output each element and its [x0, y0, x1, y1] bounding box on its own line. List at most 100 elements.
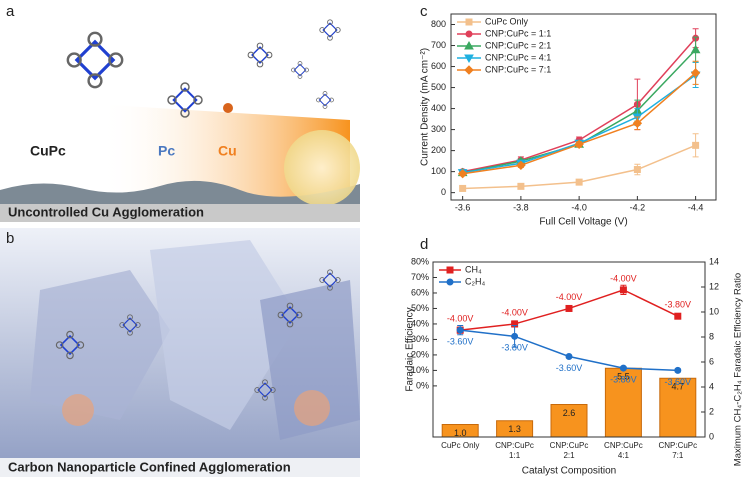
bar-value-label: 5.5	[617, 372, 630, 382]
benzo	[319, 27, 326, 33]
cu-cluster	[62, 394, 94, 426]
bar	[659, 377, 697, 438]
x-tick-line: CNP:CuPc	[495, 441, 534, 450]
x-tick-line: 1:1	[509, 451, 521, 460]
x-tick-line: CNP:CuPc	[658, 441, 697, 450]
caption-bar	[0, 458, 360, 477]
marker	[565, 304, 573, 312]
marker	[456, 326, 464, 334]
y2-tick-label: 2	[709, 406, 714, 416]
caption: Carbon Nanoparticle Confined Agglomerati…	[8, 459, 291, 474]
marker	[459, 184, 467, 192]
x-axis-label: Full Cell Voltage (V)	[539, 217, 627, 228]
ring	[318, 93, 332, 107]
marker	[446, 266, 454, 274]
x-tick-line: 4:1	[618, 451, 630, 460]
ring	[322, 272, 338, 288]
benzo	[297, 61, 303, 66]
benzo	[66, 351, 74, 360]
bar-value-label: 4.7	[672, 382, 685, 392]
series-line	[462, 74, 697, 174]
chart-d: d 1.0 1.3 2.6 5.5 4.7 0% 10% 20% 30% 40% 50% 60% 70% 8…	[405, 236, 744, 477]
benzo	[167, 95, 177, 105]
molecule-icon	[55, 330, 85, 360]
label: Pc	[158, 143, 175, 159]
y-tick-label: 50%	[411, 303, 429, 313]
benzo	[297, 74, 303, 79]
benzo	[277, 311, 285, 319]
point-label: -4.00V	[501, 307, 528, 317]
molecule-icon	[316, 91, 334, 109]
benzo	[66, 52, 82, 68]
x-tick-label: CNP:CuPc 2:1	[550, 441, 589, 460]
marker	[511, 332, 519, 340]
x-tick-label: -4.2	[630, 202, 646, 212]
benzo	[134, 322, 141, 328]
x-tick-line: CNP:CuPc	[550, 441, 589, 450]
y2-tick-label: 8	[709, 331, 714, 341]
ring	[122, 317, 138, 333]
benzo	[286, 320, 294, 328]
y-tick-label: 200	[431, 145, 446, 155]
crystal	[260, 280, 360, 440]
marker	[674, 312, 682, 320]
marker	[575, 178, 583, 186]
molecule-icon	[319, 19, 341, 41]
ring	[74, 39, 116, 81]
y-tick-label: 300	[431, 124, 446, 134]
benzo	[256, 42, 264, 50]
benzo	[66, 330, 74, 339]
marker	[690, 68, 701, 78]
panel-b: Carbon Nanoparticle Confined Agglomerati…	[0, 228, 360, 477]
point-label: -4.00V	[556, 292, 583, 302]
y2-tick-label: 14	[709, 256, 719, 266]
y-axis-label: Faradaic Efficiency	[405, 307, 416, 391]
y-tick-label: 0	[441, 187, 446, 197]
benzo	[108, 52, 124, 68]
benzo	[286, 302, 294, 310]
x-tick-label: -3.6	[455, 202, 471, 212]
benzo	[180, 108, 190, 118]
marker	[633, 166, 641, 174]
benzo	[269, 387, 276, 393]
marker	[516, 160, 526, 171]
y-tick-label: 600	[431, 61, 446, 71]
marker	[465, 18, 473, 26]
benzo	[119, 322, 126, 328]
ring	[322, 22, 338, 38]
x-tick-label: -3.8	[513, 202, 529, 212]
molecule-icon	[254, 379, 276, 401]
y-tick-label: 60%	[411, 287, 429, 297]
caption: Uncontrolled Cu Agglomeration	[8, 204, 204, 219]
benzo	[334, 27, 341, 33]
panel-label: b	[6, 230, 14, 247]
y-tick-label: 0%	[416, 380, 429, 390]
ring	[172, 87, 198, 113]
marker	[464, 65, 474, 75]
point-label: -3.60V	[447, 337, 474, 347]
ring	[293, 63, 307, 77]
benzo	[87, 73, 103, 89]
marker	[690, 44, 701, 54]
caption-bar	[0, 204, 360, 222]
molecule-icon	[119, 314, 141, 336]
molecule-icon	[319, 269, 341, 291]
benzo	[262, 379, 268, 386]
crystal	[30, 270, 170, 420]
point-label: -3.60V	[665, 377, 692, 387]
label: CuPc	[30, 143, 66, 159]
legend-label: CH₄	[465, 264, 482, 274]
y-tick-label: 30%	[411, 334, 429, 344]
y-tick-label: 20%	[411, 349, 429, 359]
benzo	[180, 82, 190, 92]
legend-label: CNP:CuPc = 2:1	[485, 40, 551, 50]
benzo	[327, 269, 333, 276]
benzo	[262, 394, 268, 401]
y2-tick-label: 6	[709, 356, 714, 366]
benzo	[319, 277, 326, 283]
marker	[565, 352, 573, 360]
y-tick-label: 400	[431, 103, 446, 113]
marker	[517, 182, 525, 190]
x-tick-label: CNP:CuPc 4:1	[604, 441, 643, 460]
